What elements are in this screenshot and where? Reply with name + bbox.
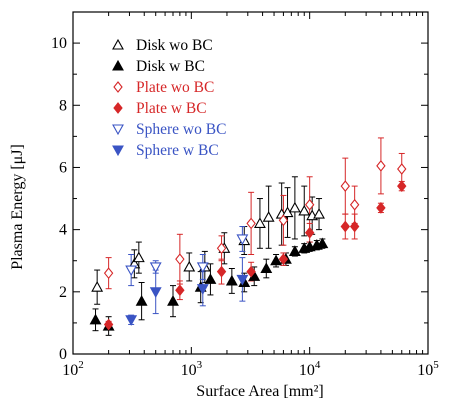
point-sphere-wo-bc: [196, 262, 209, 274]
x-tick-label: 102: [62, 359, 84, 379]
legend: Disk wo BC Disk w BC Plate wo BC Plate w BC…: [112, 37, 226, 159]
point-plate-wo-bc: [175, 253, 185, 266]
x-tick-label: 104: [299, 359, 321, 379]
point-plate-w-bc: [216, 265, 227, 278]
point-disk-w-bc: [270, 254, 282, 266]
plot-border: [72, 11, 429, 355]
legend-marker-sphere-wo-bc: [112, 124, 124, 136]
point-plate-wo-bc: [304, 198, 315, 211]
point-plate-w-bc: [175, 284, 185, 297]
point-plate-w-bc: [397, 180, 407, 192]
point-plate-wo-bc: [340, 180, 350, 192]
point-plate-w-bc: [349, 220, 360, 233]
point-plate-w-bc: [376, 201, 386, 214]
legend-label-sphere-wo-bc: Sphere wo BC: [136, 121, 226, 138]
x-tick-label: 105: [417, 359, 439, 379]
point-disk-wo-bc: [132, 251, 145, 263]
legend-marker-plate-w-bc: [113, 102, 123, 114]
point-plate-wo-bc: [103, 267, 114, 280]
y-tick-label: 10: [51, 35, 67, 52]
point-plate-wo-bc: [349, 198, 360, 211]
plot-frame: [72, 11, 429, 355]
point-disk-wo-bc: [262, 211, 275, 222]
tick-labels: 102 103 104 105 0 2 4 6 8 10: [51, 35, 439, 379]
legend-label-plate-w-bc: Plate w BC: [136, 100, 207, 117]
error-bars: [92, 137, 405, 336]
legend-marker-disk-w-bc: [112, 59, 124, 71]
point-sphere-w-bc: [196, 284, 209, 295]
point-disk-wo-bc: [313, 207, 325, 219]
x-axis-label: Surface Area [mm²]: [196, 383, 323, 400]
legend-marker-disk-wo-bc: [112, 38, 124, 50]
point-disk-w-bc: [135, 295, 148, 306]
point-disk-w-bc: [89, 313, 102, 325]
y-tick-label: 0: [59, 346, 67, 363]
point-plate-w-bc: [278, 253, 289, 266]
point-disk-w-bc: [316, 237, 329, 249]
point-plate-wo-bc: [397, 163, 407, 175]
point-plate-w-bc: [103, 318, 114, 331]
point-disk-w-bc: [167, 295, 179, 306]
x-tick-label: 103: [181, 359, 203, 379]
data-markers: [89, 160, 407, 331]
point-sphere-wo-bc: [125, 265, 138, 277]
point-disk-wo-bc: [298, 204, 311, 216]
legend-label-disk-wo-bc: Disk wo BC: [136, 37, 213, 54]
point-plate-w-bc: [340, 220, 350, 233]
point-disk-w-bc: [288, 245, 301, 256]
point-disk-wo-bc: [183, 260, 196, 272]
point-sphere-w-bc: [125, 315, 138, 326]
y-tick-label: 2: [59, 284, 67, 301]
y-axis-label: Plasma Energy [μJ]: [9, 144, 26, 270]
point-disk-w-bc: [204, 273, 217, 284]
point-disk-wo-bc: [254, 217, 266, 228]
legend-marker-sphere-w-bc: [112, 145, 124, 157]
y-tick-label: 4: [59, 222, 67, 239]
point-plate-wo-bc: [278, 214, 289, 227]
point-disk-wo-bc: [288, 201, 301, 213]
point-plate-wo-bc: [246, 217, 256, 230]
point-sphere-w-bc: [236, 274, 249, 286]
point-disk-w-bc: [225, 274, 238, 286]
point-plate-wo-bc: [376, 160, 386, 172]
point-plate-w-bc: [246, 265, 256, 278]
point-sphere-wo-bc: [236, 234, 249, 246]
point-plate-w-bc: [304, 226, 315, 239]
legend-label-sphere-w-bc: Sphere w BC: [136, 142, 219, 159]
legend-label-disk-w-bc: Disk w BC: [136, 58, 205, 75]
point-sphere-wo-bc: [149, 262, 162, 274]
axis-ticks: [72, 11, 429, 355]
y-tick-label: 6: [59, 159, 67, 176]
y-tick-label: 8: [59, 97, 67, 114]
legend-label-plate-wo-bc: Plate wo BC: [136, 79, 214, 96]
legend-marker-plate-wo-bc: [113, 81, 123, 93]
point-disk-w-bc: [260, 262, 273, 274]
point-disk-wo-bc: [91, 281, 104, 292]
point-sphere-w-bc: [149, 287, 162, 298]
point-plate-wo-bc: [216, 242, 227, 255]
